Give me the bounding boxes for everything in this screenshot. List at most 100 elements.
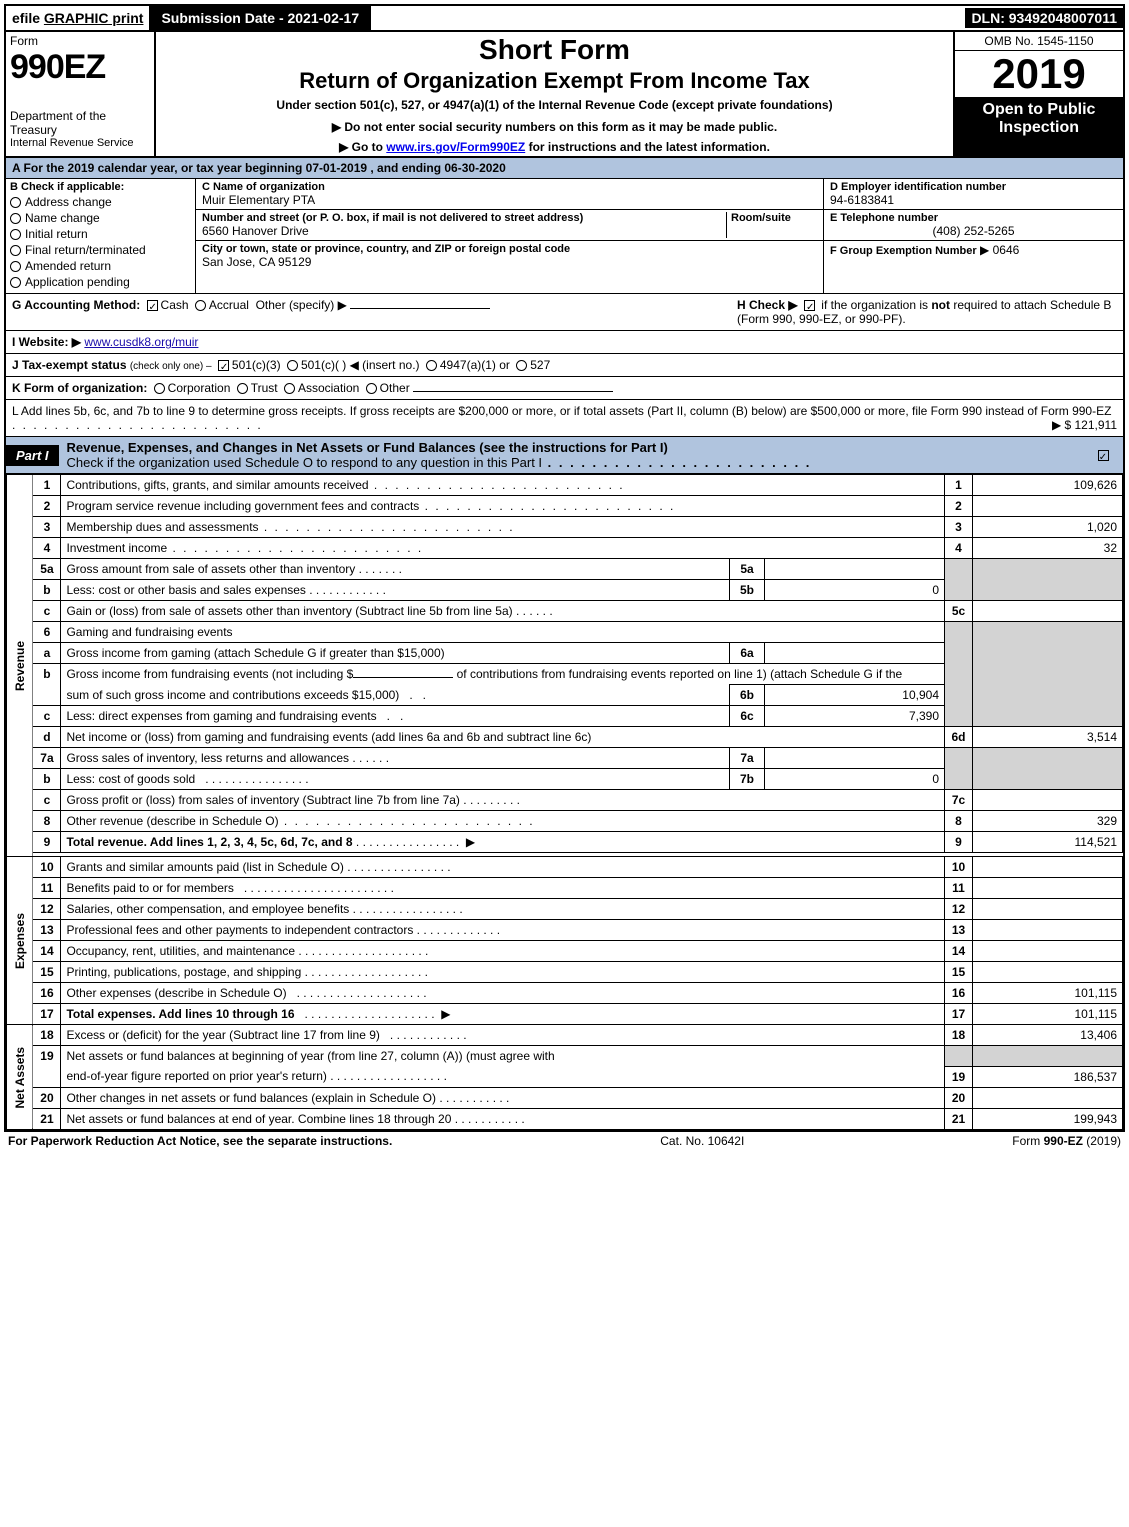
goto-post: for instructions and the latest informat…: [525, 140, 770, 154]
row-20: 20 Other changes in net assets or fund b…: [7, 1087, 1123, 1108]
other-org-input[interactable]: [413, 391, 613, 392]
lineno: 14: [33, 941, 61, 962]
line-desc: Gross profit or (loss) from sales of inv…: [61, 790, 945, 811]
line-desc: Gross income from gaming (attach Schedul…: [61, 643, 730, 664]
lineno: 8: [33, 811, 61, 832]
line-desc: sum of such gross income and contributio…: [61, 685, 730, 706]
part-i-badge: Part I: [6, 445, 59, 466]
line-col: 8: [945, 811, 973, 832]
website-link[interactable]: www.cusdk8.org/muir: [84, 335, 198, 349]
efile-graphic[interactable]: GRAPHIC: [44, 10, 109, 26]
checkbox-icon[interactable]: [10, 277, 21, 288]
chk-final-return[interactable]: Final return/terminated: [10, 243, 191, 257]
chk-amended-return[interactable]: Amended return: [10, 259, 191, 273]
line-col: 3: [945, 517, 973, 538]
chk-name-change[interactable]: Name change: [10, 211, 191, 225]
label-association: Association: [298, 381, 359, 395]
inner-box-label: 6c: [730, 706, 765, 727]
chk-h[interactable]: [804, 300, 815, 311]
line-amt: [973, 857, 1123, 878]
header-right: OMB No. 1545-1150 2019 Open to Public In…: [953, 32, 1123, 156]
row-8: 8 Other revenue (describe in Schedule O)…: [7, 811, 1123, 832]
netassets-side-label: Net Assets: [7, 1025, 33, 1130]
revenue-side-label: Revenue: [7, 475, 33, 857]
checkbox-icon[interactable]: [10, 229, 21, 240]
checkbox-icon[interactable]: [10, 245, 21, 256]
footer-form-pre: Form: [1012, 1134, 1043, 1148]
chk-association[interactable]: [284, 383, 295, 394]
label-accrual: Accrual: [209, 298, 249, 312]
row-7c: c Gross profit or (loss) from sales of i…: [7, 790, 1123, 811]
form-header: Form 990EZ Department of the Treasury In…: [6, 32, 1123, 158]
efile-link[interactable]: efile GRAPHIC print: [6, 8, 149, 28]
efile-prefix: efile: [12, 10, 44, 26]
chk-other-org[interactable]: [366, 383, 377, 394]
chk-label: Application pending: [25, 275, 130, 289]
checkbox-icon[interactable]: [10, 213, 21, 224]
checkbox-icon[interactable]: [10, 197, 21, 208]
dots: [12, 418, 263, 432]
row-9: 9 Total revenue. Add lines 1, 2, 3, 4, 5…: [7, 832, 1123, 853]
line-col: 21: [945, 1108, 973, 1129]
line-amt: 1,020: [973, 517, 1123, 538]
inner-box-label: 7a: [730, 748, 765, 769]
info-grid: B Check if applicable: Address change Na…: [6, 179, 1123, 294]
lineno: c: [33, 601, 61, 622]
row-i-website: I Website: ▶ www.cusdk8.org/muir: [6, 331, 1123, 354]
lineno: 4: [33, 538, 61, 559]
line-desc: Occupancy, rent, utilities, and maintena…: [61, 941, 945, 962]
line-col: 11: [945, 878, 973, 899]
line-amt: [973, 941, 1123, 962]
line-desc: Salaries, other compensation, and employ…: [61, 899, 945, 920]
chk-address-change[interactable]: Address change: [10, 195, 191, 209]
ein-value: 94-6183841: [830, 193, 1117, 207]
irs-link[interactable]: www.irs.gov/Form990EZ: [386, 140, 525, 154]
line-desc: Net income or (loss) from gaming and fun…: [61, 727, 945, 748]
chk-accrual[interactable]: [195, 300, 206, 311]
line-amt: [973, 1087, 1123, 1108]
line-amt: 114,521: [973, 832, 1123, 853]
inner-box-label: 5b: [730, 580, 765, 601]
line-amt: [973, 899, 1123, 920]
lineno: 13: [33, 920, 61, 941]
group-exemption-label: F Group Exemption Number: [830, 245, 977, 257]
chk-initial-return[interactable]: Initial return: [10, 227, 191, 241]
inner-box-amt: 0: [765, 769, 945, 790]
chk-cash[interactable]: [147, 300, 158, 311]
shade-cell: [973, 1046, 1123, 1067]
lineno: 11: [33, 878, 61, 899]
lineno: 12: [33, 899, 61, 920]
shade-cell: [973, 559, 1123, 601]
row-17: 17 Total expenses. Add lines 10 through …: [7, 1004, 1123, 1025]
checkbox-icon[interactable]: [10, 261, 21, 272]
part-i-checkbox-cell: [1083, 448, 1123, 462]
column-b: B Check if applicable: Address change Na…: [6, 179, 196, 293]
city-value: San Jose, CA 95129: [202, 255, 817, 269]
chk-501c3[interactable]: [218, 360, 229, 371]
lineno: 9: [33, 832, 61, 853]
chk-corporation[interactable]: [154, 383, 165, 394]
line-amt: [973, 920, 1123, 941]
part-i-check-line: Check if the organization used Schedule …: [67, 455, 543, 470]
lineno: 1: [33, 475, 61, 496]
chk-501c[interactable]: [287, 360, 298, 371]
shade-cell: [945, 748, 973, 790]
efile-print[interactable]: print: [108, 10, 143, 26]
line-amt: 3,514: [973, 727, 1123, 748]
chk-application-pending[interactable]: Application pending: [10, 275, 191, 289]
inner-box-amt: 7,390: [765, 706, 945, 727]
line-desc: Gross amount from sale of assets other t…: [61, 559, 730, 580]
chk-schedule-o[interactable]: [1098, 450, 1109, 461]
shade-cell: [945, 622, 973, 727]
chk-527[interactable]: [516, 360, 527, 371]
chk-trust[interactable]: [237, 383, 248, 394]
other-specify-input[interactable]: [350, 308, 490, 309]
chk-label: Amended return: [25, 259, 111, 273]
omb-number: OMB No. 1545-1150: [955, 32, 1123, 51]
chk-label: Initial return: [25, 227, 88, 241]
line-amt: [973, 790, 1123, 811]
submission-date-button[interactable]: Submission Date - 2021-02-17: [149, 6, 371, 30]
contrib-input[interactable]: [353, 677, 453, 678]
chk-4947[interactable]: [426, 360, 437, 371]
line-amt: [973, 601, 1123, 622]
